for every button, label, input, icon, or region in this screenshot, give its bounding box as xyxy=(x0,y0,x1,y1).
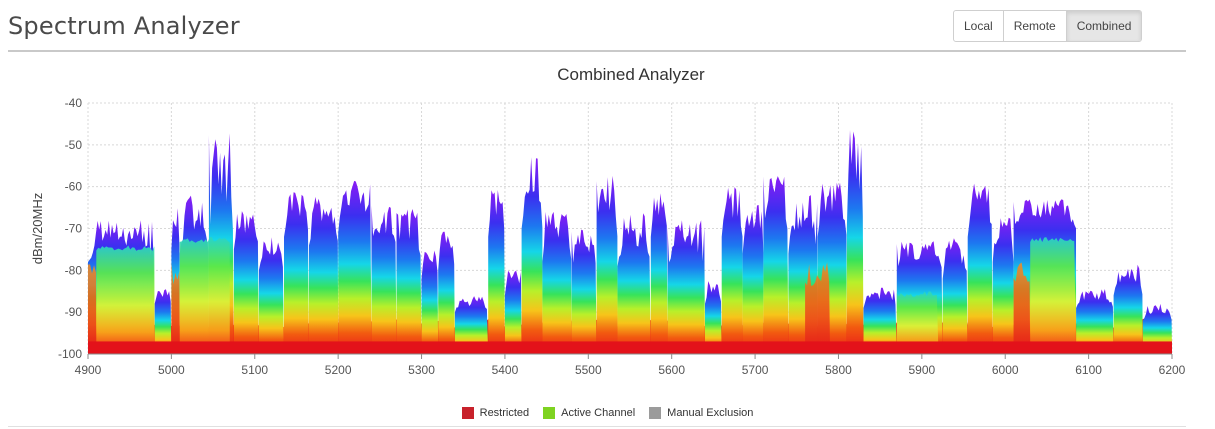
signal-block-26 xyxy=(742,205,764,354)
active-channel-0 xyxy=(96,245,155,354)
signal-block-23 xyxy=(667,220,705,354)
x-tick-label: 5000 xyxy=(158,363,185,377)
restricted-band-2 xyxy=(805,262,831,354)
active-channel-2 xyxy=(896,291,939,354)
signal-block-15 xyxy=(488,190,505,354)
remote-button[interactable]: Remote xyxy=(1004,11,1067,41)
y-tick-label: -40 xyxy=(65,96,83,110)
signal-block-31 xyxy=(863,287,897,354)
chart-legend: Restricted Active Channel Manual Exclusi… xyxy=(0,407,1215,419)
signal-block-22 xyxy=(650,193,668,354)
signal-block-10 xyxy=(371,205,397,354)
signal-layer xyxy=(88,130,1172,354)
signal-block-9 xyxy=(338,180,372,354)
active-channel-1 xyxy=(179,237,230,354)
signal-block-14 xyxy=(454,296,489,354)
legend-swatch-active-channel xyxy=(543,407,556,419)
signal-block-33 xyxy=(942,238,968,354)
signal-block-21 xyxy=(617,213,651,354)
y-tick-label: -90 xyxy=(65,305,83,319)
signal-block-24 xyxy=(705,281,722,354)
signal-block-1 xyxy=(154,289,172,354)
chart-svg: Combined Analyzer -40 -50 -60 -70 -80 -90 -100… xyxy=(30,65,1186,377)
x-tick-label: 6200 xyxy=(1159,363,1186,377)
local-button[interactable]: Local xyxy=(954,11,1004,41)
x-tick-label: 5200 xyxy=(325,363,352,377)
axes: -40 -50 -60 -70 -80 -90 -100 4900 5000 5100 5200 53… xyxy=(58,96,1186,377)
y-tick-label: -80 xyxy=(65,263,83,277)
legend-item-manual-exclusion: Manual Exclusion xyxy=(649,407,753,419)
restricted-band-1 xyxy=(171,263,180,354)
header-divider xyxy=(8,50,1186,52)
view-toggle: Local Remote Combined xyxy=(953,10,1143,42)
signal-block-11 xyxy=(396,209,422,354)
x-tick-label: 5100 xyxy=(241,363,268,377)
signal-block-30 xyxy=(846,130,864,354)
x-tick-label: 5900 xyxy=(908,363,935,377)
y-tick-label: -60 xyxy=(65,180,83,194)
base-band xyxy=(88,341,1172,354)
signal-block-27 xyxy=(763,176,789,354)
chart-title: Combined Analyzer xyxy=(557,65,705,84)
legend-swatch-manual-exclusion xyxy=(649,407,662,419)
legend-label-restricted: Restricted xyxy=(479,407,530,419)
y-tick-label: -100 xyxy=(58,347,82,361)
restricted-band-0 xyxy=(88,264,97,354)
legend-item-restricted: Restricted xyxy=(461,407,530,419)
signal-block-25 xyxy=(721,187,743,354)
signal-block-38 xyxy=(1113,264,1143,354)
restricted-band-3 xyxy=(1013,262,1031,354)
spectrum-chart: Combined Analyzer -40 -50 -60 -70 -80 -90 -100… xyxy=(0,58,1215,398)
legend-item-active-channel: Active Channel xyxy=(543,407,635,419)
x-tick-label: 6100 xyxy=(1075,363,1102,377)
signal-block-17 xyxy=(521,157,543,354)
signal-block-37 xyxy=(1076,289,1114,354)
signal-block-5 xyxy=(233,211,259,354)
legend-label-manual-exclusion: Manual Exclusion xyxy=(667,407,754,419)
x-tick-label: 5700 xyxy=(742,363,769,377)
x-tick-label: 4900 xyxy=(75,363,102,377)
page-title: Spectrum Analyzer xyxy=(8,12,240,40)
signal-block-13 xyxy=(438,231,455,354)
x-tick-label: 5400 xyxy=(492,363,519,377)
x-tick-label: 5300 xyxy=(408,363,435,377)
signal-block-12 xyxy=(421,250,439,354)
x-tick-label: 5800 xyxy=(825,363,852,377)
signal-block-35 xyxy=(992,217,1014,354)
signal-block-18 xyxy=(542,211,572,354)
signal-block-20 xyxy=(596,175,618,354)
x-tick-label: 5500 xyxy=(575,363,602,377)
signal-block-34 xyxy=(967,183,993,354)
active-channel-3 xyxy=(1030,237,1077,354)
signal-block-8 xyxy=(309,196,339,354)
legend-label-active-channel: Active Channel xyxy=(561,407,636,419)
signal-block-7 xyxy=(284,192,309,354)
signal-block-6 xyxy=(258,237,284,354)
combined-button[interactable]: Combined xyxy=(1066,11,1142,41)
y-axis-label: dBm/20MHz xyxy=(30,193,45,265)
signal-block-19 xyxy=(571,229,597,354)
x-tick-label: 6000 xyxy=(992,363,1019,377)
footer-divider xyxy=(8,426,1186,427)
legend-swatch-restricted xyxy=(461,407,474,419)
y-tick-label: -70 xyxy=(65,222,83,236)
y-tick-label: -50 xyxy=(65,138,83,152)
signal-block-16 xyxy=(504,270,522,354)
x-tick-label: 5600 xyxy=(658,363,685,377)
